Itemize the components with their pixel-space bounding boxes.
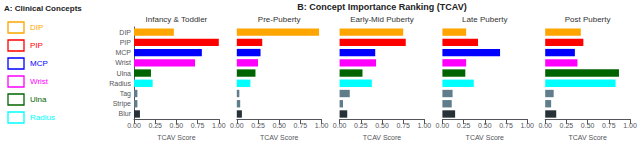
svg-text:0.00: 0.00 xyxy=(333,122,347,129)
svg-text:DIP: DIP xyxy=(119,29,131,36)
svg-text:Ulna: Ulna xyxy=(30,95,47,104)
svg-text:MCP: MCP xyxy=(115,49,131,56)
svg-text:0.25: 0.25 xyxy=(148,122,162,129)
svg-text:Post Puberty: Post Puberty xyxy=(565,15,611,24)
svg-text:0.75: 0.75 xyxy=(294,122,308,129)
svg-text:0.75: 0.75 xyxy=(602,122,616,129)
svg-text:Tag: Tag xyxy=(120,90,131,98)
svg-text:0.50: 0.50 xyxy=(478,122,492,129)
svg-text:TCAV Score: TCAV Score xyxy=(466,134,504,141)
svg-text:1.00: 1.00 xyxy=(623,122,637,129)
svg-text:0.50: 0.50 xyxy=(375,122,389,129)
svg-text:A: Clinical Concepts: A: Clinical Concepts xyxy=(4,4,82,13)
svg-text:Blur: Blur xyxy=(119,110,132,117)
svg-text:PIP: PIP xyxy=(120,39,132,46)
svg-text:Radius: Radius xyxy=(109,80,131,87)
svg-text:Wrist: Wrist xyxy=(30,77,49,86)
svg-text:Pre-Puberty: Pre-Puberty xyxy=(258,15,301,24)
svg-text:Infancy & Toddler: Infancy & Toddler xyxy=(146,15,208,24)
svg-text:DIP: DIP xyxy=(30,23,43,32)
svg-text:0.00: 0.00 xyxy=(538,122,552,129)
svg-text:TCAV Score: TCAV Score xyxy=(363,134,401,141)
svg-text:0.75: 0.75 xyxy=(396,122,410,129)
svg-text:Stripe: Stripe xyxy=(113,100,131,108)
svg-text:Wrist: Wrist xyxy=(115,59,131,66)
svg-text:0.50: 0.50 xyxy=(272,122,286,129)
svg-text:0.50: 0.50 xyxy=(581,122,595,129)
svg-text:1.00: 1.00 xyxy=(520,122,534,129)
svg-text:PIP: PIP xyxy=(30,41,43,50)
svg-text:0.25: 0.25 xyxy=(251,122,265,129)
svg-text:0.75: 0.75 xyxy=(191,122,205,129)
svg-text:MCP: MCP xyxy=(30,59,48,68)
svg-text:TCAV Score: TCAV Score xyxy=(568,134,606,141)
svg-text:1.00: 1.00 xyxy=(212,122,226,129)
svg-text:0.00: 0.00 xyxy=(127,122,141,129)
svg-text:TCAV Score: TCAV Score xyxy=(260,134,298,141)
svg-text:0.00: 0.00 xyxy=(230,122,244,129)
svg-text:Early-Mid Puberty: Early-Mid Puberty xyxy=(350,15,414,24)
svg-text:B: Concept Importance Ranking: B: Concept Importance Ranking (TCAV) xyxy=(297,2,466,12)
svg-text:0.50: 0.50 xyxy=(170,122,184,129)
svg-text:0.25: 0.25 xyxy=(354,122,368,129)
svg-text:Late Puberty: Late Puberty xyxy=(462,15,507,24)
svg-text:Radius: Radius xyxy=(30,113,55,122)
svg-text:0.75: 0.75 xyxy=(499,122,513,129)
svg-text:1.00: 1.00 xyxy=(418,122,432,129)
svg-text:0.00: 0.00 xyxy=(436,122,450,129)
svg-text:1.00: 1.00 xyxy=(315,122,329,129)
svg-text:TCAV Score: TCAV Score xyxy=(157,134,195,141)
svg-text:0.25: 0.25 xyxy=(457,122,471,129)
svg-text:Ulna: Ulna xyxy=(117,70,132,77)
svg-text:0.25: 0.25 xyxy=(560,122,574,129)
